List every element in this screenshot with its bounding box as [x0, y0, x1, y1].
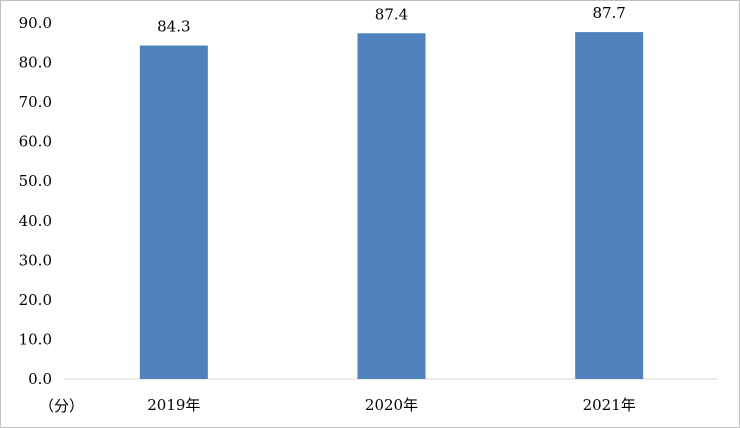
y-tick-label: 70.0 [19, 93, 52, 111]
y-axis-unit-label: （分） [39, 397, 84, 415]
bars [139, 32, 644, 380]
bar [139, 45, 208, 380]
bar-value-label: 87.4 [375, 5, 408, 23]
bar-value-label: 84.3 [157, 18, 190, 36]
x-category-label: 2021年 [583, 396, 636, 414]
y-tick-label: 10.0 [19, 330, 52, 348]
bar-value-label: 87.7 [592, 4, 625, 22]
data-labels: 84.3 87.4 87.7 [157, 4, 626, 35]
y-axis-ticks: 0.0 10.0 20.0 30.0 40.0 50.0 60.0 70.0 80.0 90.0 [19, 14, 52, 388]
x-category-label: 2019年 [147, 396, 200, 414]
category-labels: 2019年 2020年 2021年 [147, 396, 636, 414]
y-tick-label: 50.0 [19, 172, 52, 190]
bar [575, 32, 644, 379]
y-tick-label: 90.0 [19, 14, 52, 32]
bar [357, 33, 426, 379]
y-tick-label: 60.0 [19, 133, 52, 151]
y-tick-label: 80.0 [19, 54, 52, 72]
y-tick-label: 20.0 [19, 291, 52, 309]
y-tick-label: 40.0 [19, 212, 52, 230]
y-tick-label: 30.0 [19, 251, 52, 269]
y-tick-label: 0.0 [28, 370, 52, 388]
x-category-label: 2020年 [365, 396, 418, 414]
